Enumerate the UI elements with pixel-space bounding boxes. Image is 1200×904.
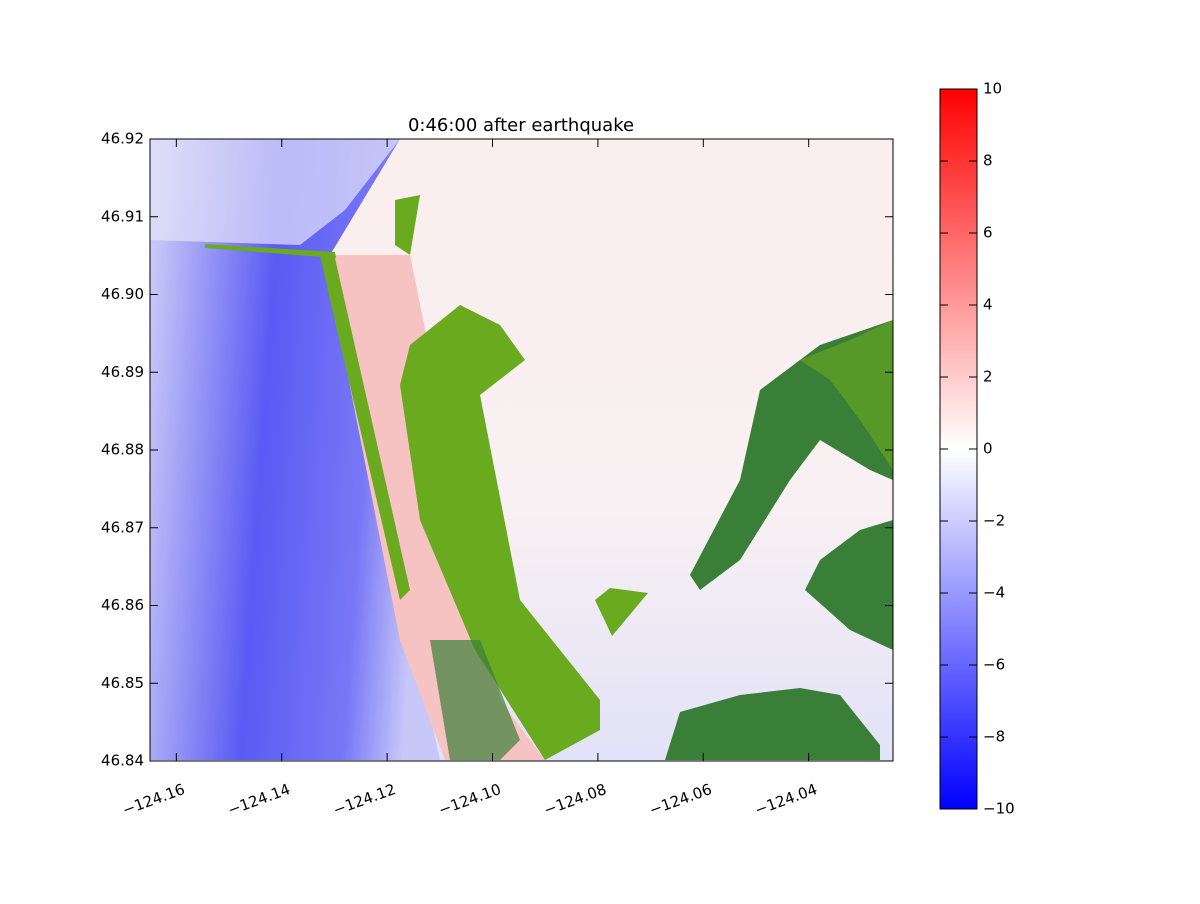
colorbar-tick-label: −2 xyxy=(983,512,1005,530)
y-tick-label: 46.84 xyxy=(101,752,144,770)
y-tick-label: 46.89 xyxy=(101,363,144,381)
colorbar-tick-label: 2 xyxy=(983,368,993,386)
x-tick-label: −124.12 xyxy=(331,780,398,819)
colorbar-tick-label: 4 xyxy=(983,296,993,314)
y-tick-label: 46.87 xyxy=(101,518,144,536)
x-tick-label: −124.16 xyxy=(120,780,187,819)
x-tick-label: −124.10 xyxy=(436,780,503,819)
x-tick-label: −124.04 xyxy=(752,780,819,819)
colorbar-tick-label: −6 xyxy=(983,656,1005,674)
x-tick-label: −124.08 xyxy=(542,780,609,819)
y-tick-label: 46.91 xyxy=(101,207,144,225)
y-tick-label: 46.85 xyxy=(101,674,144,692)
colorbar-tick-label: −8 xyxy=(983,728,1005,746)
y-tick-label: 46.86 xyxy=(101,596,144,614)
y-tick-label: 46.88 xyxy=(101,441,144,459)
x-tick-label: −124.14 xyxy=(225,780,292,819)
colorbar-tick-label: −4 xyxy=(983,584,1005,602)
colorbar-tick-label: 6 xyxy=(983,224,993,242)
colorbar-tick-label: 10 xyxy=(983,80,1002,98)
colorbar-tick-label: 8 xyxy=(983,152,993,170)
chart-title: 0:46:00 after earthquake xyxy=(408,115,634,136)
map xyxy=(150,139,893,761)
colorbar-tick-label: 0 xyxy=(983,440,993,458)
colorbar-tick-label: −10 xyxy=(983,800,1015,818)
y-tick-label: 46.92 xyxy=(101,130,144,148)
y-tick-label: 46.90 xyxy=(101,285,144,303)
x-tick-label: −124.06 xyxy=(647,780,714,819)
